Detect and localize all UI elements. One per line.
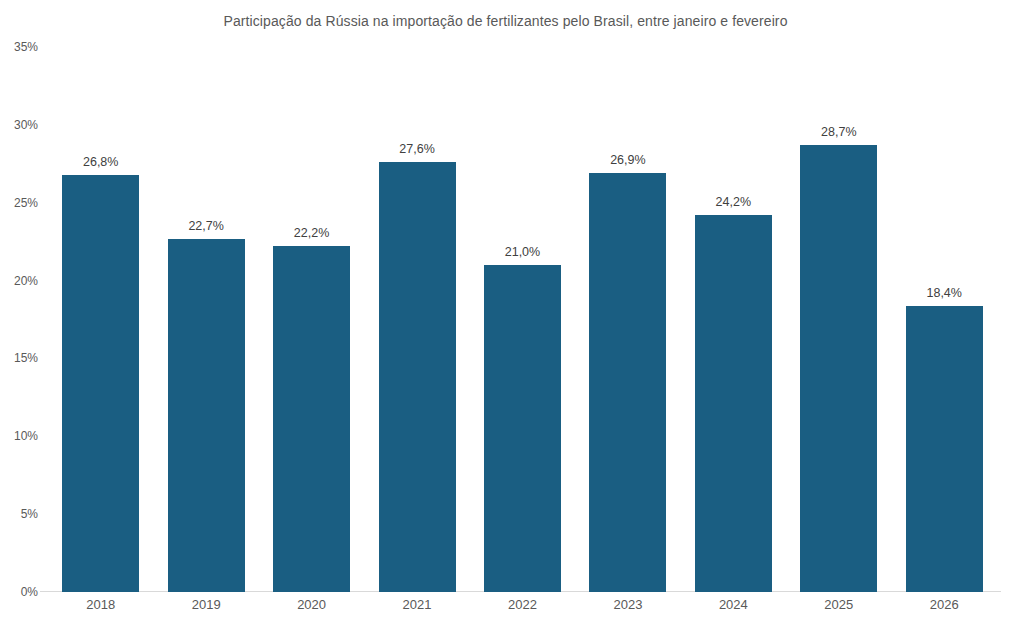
bar-value-label: 26,8% <box>83 155 118 169</box>
y-tick-label: 35% <box>14 40 38 54</box>
bar-value-label: 26,9% <box>610 153 645 167</box>
x-axis: 201820192020202120222023202420252026 <box>48 597 997 612</box>
x-tick-label: 2025 <box>786 597 891 612</box>
bar <box>273 246 350 592</box>
bar-column: 22,2% <box>259 47 364 592</box>
y-tick-label: 10% <box>14 429 38 443</box>
bar-column: 22,7% <box>153 47 258 592</box>
bar <box>589 173 666 592</box>
y-axis: 35%30%25%20%15%10%5%0% <box>0 47 40 592</box>
x-tick-label: 2024 <box>681 597 786 612</box>
y-tick-label: 25% <box>14 196 38 210</box>
chart-title: Participação da Rússia na importação de … <box>0 13 1011 29</box>
bar-value-label: 18,4% <box>926 286 961 300</box>
y-tick-label: 0% <box>21 585 38 599</box>
bar <box>695 215 772 592</box>
x-tick-label: 2019 <box>153 597 258 612</box>
plot-area: 26,8% 22,7% 22,2% 27,6% 21,0% 26,9% 24,2% 28,7%… <box>48 47 997 592</box>
bar <box>62 175 139 592</box>
x-tick-label: 2018 <box>48 597 153 612</box>
y-tick-label: 20% <box>14 274 38 288</box>
x-tick-label: 2021 <box>364 597 469 612</box>
bar-column: 21,0% <box>470 47 575 592</box>
bar <box>906 306 983 593</box>
bar <box>800 145 877 592</box>
y-tick-label: 30% <box>14 118 38 132</box>
bar-column: 18,4% <box>892 47 997 592</box>
x-tick-label: 2023 <box>575 597 680 612</box>
bar-value-label: 24,2% <box>716 195 751 209</box>
bar-value-label: 22,2% <box>294 226 329 240</box>
y-tick-label: 5% <box>21 507 38 521</box>
x-tick-label: 2026 <box>892 597 997 612</box>
bar-column: 28,7% <box>786 47 891 592</box>
x-tick-label: 2020 <box>259 597 364 612</box>
bar-value-label: 27,6% <box>399 142 434 156</box>
bar <box>379 162 456 592</box>
bar-column: 27,6% <box>364 47 469 592</box>
bar-column: 24,2% <box>681 47 786 592</box>
bar <box>168 239 245 592</box>
y-tick-label: 15% <box>14 351 38 365</box>
bar-value-label: 22,7% <box>188 219 223 233</box>
bar-chart: Participação da Rússia na importação de … <box>0 0 1011 629</box>
bar-column: 26,9% <box>575 47 680 592</box>
bar-column: 26,8% <box>48 47 153 592</box>
x-tick-label: 2022 <box>470 597 575 612</box>
bar <box>484 265 561 592</box>
bar-value-label: 28,7% <box>821 125 856 139</box>
bar-value-label: 21,0% <box>505 245 540 259</box>
